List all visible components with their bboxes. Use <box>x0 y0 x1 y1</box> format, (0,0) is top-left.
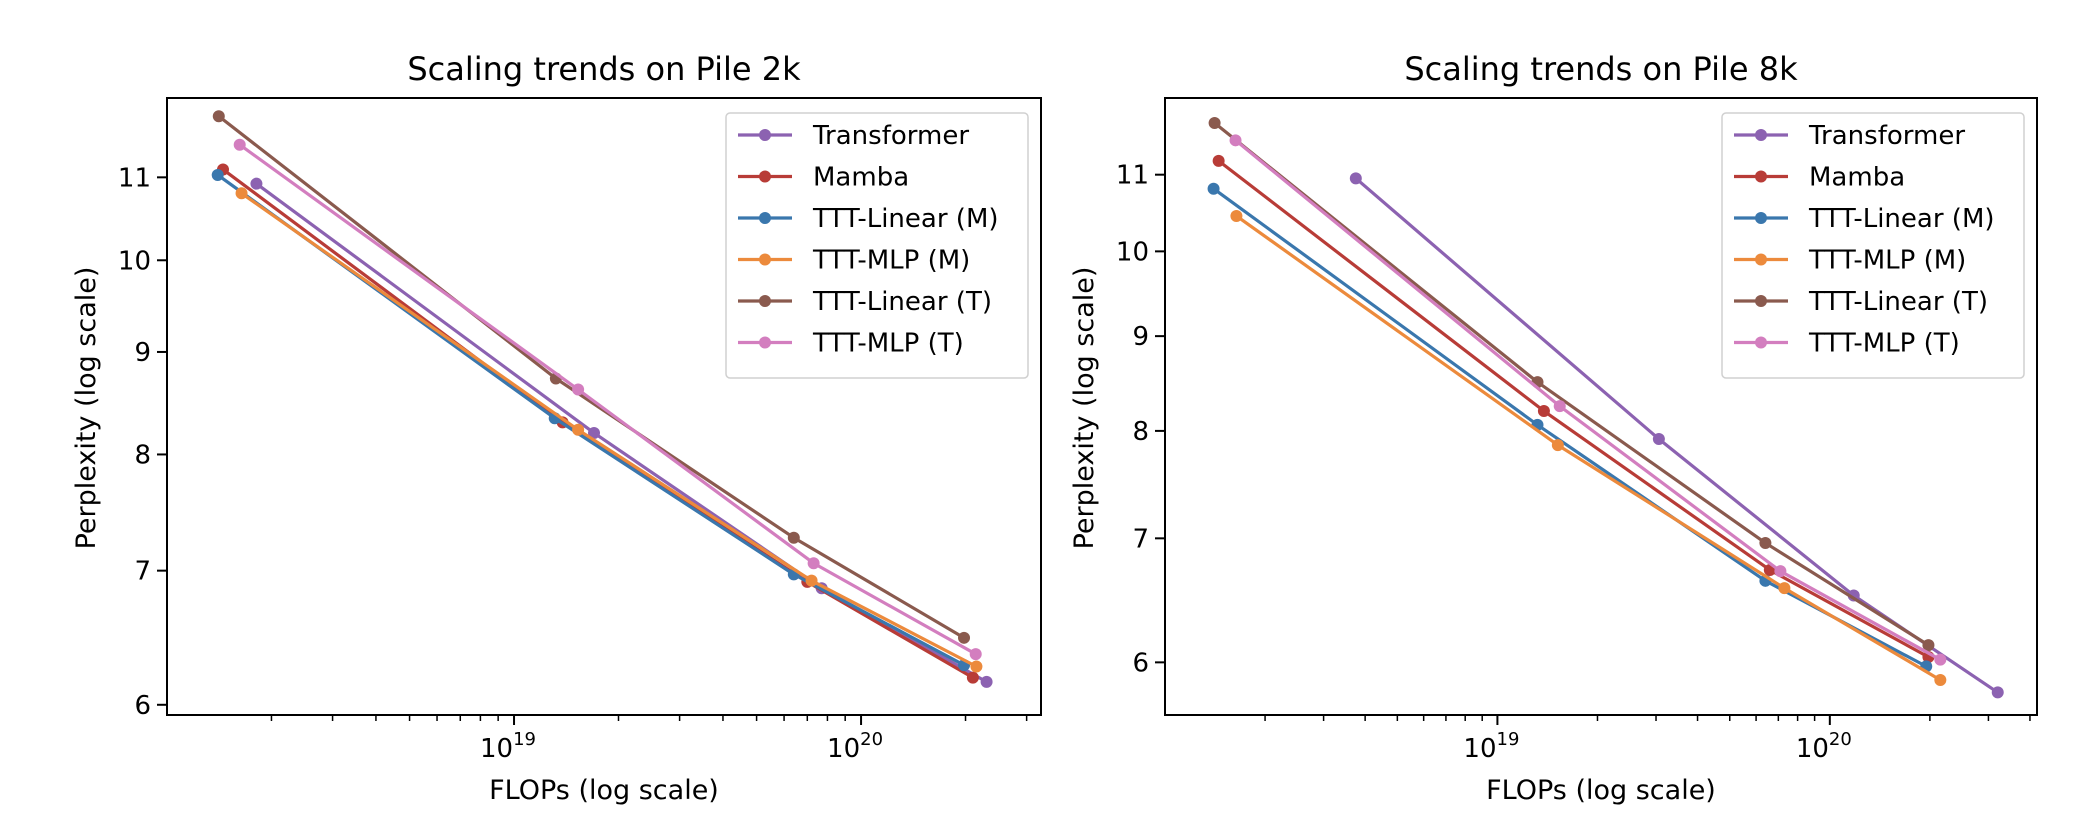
y-tick-label: 7 <box>134 557 151 587</box>
legend-box <box>1721 112 2025 379</box>
legend-label: TTT-Linear (T) <box>1808 287 1988 317</box>
y-tick-label: 10 <box>1116 237 1149 267</box>
series-line <box>239 191 979 669</box>
legend-marker <box>759 129 771 141</box>
y-tick-label: 11 <box>118 163 151 193</box>
data-point <box>1349 172 1362 185</box>
chart-title: Scaling trends on Pile 2k <box>407 50 801 88</box>
y-tick-label: 8 <box>134 440 151 470</box>
x-axis-label: FLOPs (log scale) <box>489 775 719 806</box>
chart-pile-8k: Scaling trends on Pile 8k FLOPs (log sca… <box>1069 50 2038 806</box>
y-tick-label: 10 <box>118 246 151 276</box>
legend-label: Transformer <box>1808 121 1965 151</box>
legend-label: TTT-MLP (M) <box>812 246 970 276</box>
data-point <box>572 423 585 436</box>
plot-area: 1019 1020 6 7 8 9 10 11 Transformer Mamba TTT-Line… <box>118 110 1029 764</box>
data-point <box>966 671 979 684</box>
legend-label: TTT-MLP (T) <box>1808 329 1960 359</box>
data-point <box>211 168 224 181</box>
data-point <box>805 574 818 587</box>
legend-label: TTT-Linear (T) <box>812 287 992 317</box>
data-point <box>212 110 225 123</box>
y-axis-label: Perplexity (log scale) <box>1069 267 1100 550</box>
legend-marker <box>1755 129 1767 141</box>
data-point <box>970 660 983 673</box>
legend-label: TTT-Linear (M) <box>1808 204 1995 234</box>
legend-marker <box>1755 212 1767 224</box>
x-tick-label: 1020 <box>1796 729 1852 764</box>
series-line <box>254 182 989 684</box>
x-tick-label: 1020 <box>827 729 883 764</box>
legend-label: Mamba <box>813 163 909 193</box>
chart-title: Scaling trends on Pile 8k <box>1404 50 1798 88</box>
y-tick-label: 7 <box>1132 524 1149 554</box>
data-point <box>588 426 601 439</box>
plot-frame <box>166 97 1042 716</box>
series-line <box>1217 159 1931 659</box>
data-point <box>1934 653 1947 666</box>
legend-marker <box>759 336 771 349</box>
data-point <box>1934 673 1947 686</box>
data-point <box>1212 154 1225 167</box>
legend-marker <box>1755 253 1767 266</box>
data-point <box>958 631 971 644</box>
series-line <box>1213 121 1931 647</box>
data-point <box>980 675 993 688</box>
y-tick-label: 9 <box>134 338 151 368</box>
legend-marker <box>1755 336 1767 349</box>
x-axis-label: FLOPs (log scale) <box>1486 775 1716 806</box>
data-point <box>1230 209 1243 222</box>
legend-marker <box>759 253 771 266</box>
legend-marker <box>759 170 771 183</box>
legend-marker <box>1755 170 1767 183</box>
plot-frame <box>1164 97 2038 716</box>
y-tick-label: 11 <box>1116 161 1149 191</box>
y-tick-label: 6 <box>134 691 151 721</box>
data-point <box>787 531 800 544</box>
y-tick-label: 8 <box>1132 417 1149 447</box>
series-line <box>217 114 966 640</box>
data-point <box>1774 565 1787 578</box>
x-tick-label: 1019 <box>1463 729 1519 764</box>
y-tick-label: 6 <box>1132 648 1149 678</box>
chart-pile-2k: Scaling trends on Pile 2k FLOPs (log sca… <box>71 50 1042 806</box>
data-point <box>1537 405 1550 418</box>
legend-label: TTT-MLP (M) <box>1808 246 1966 276</box>
legend: Transformer Mamba TTT-Linear (M) TTT-MLP (M… <box>1721 112 2025 379</box>
data-point <box>572 383 585 396</box>
data-point <box>1922 639 1935 652</box>
x-tick-label: 1019 <box>480 729 536 764</box>
legend-box <box>725 112 1029 379</box>
series-line <box>1233 138 1942 662</box>
data-point <box>235 187 248 200</box>
series-line <box>1234 214 1942 682</box>
data-point <box>1551 439 1564 452</box>
data-point <box>1553 400 1566 413</box>
data-point <box>807 557 820 570</box>
data-point <box>1208 116 1221 129</box>
data-point <box>250 177 263 190</box>
data-point <box>1229 134 1242 147</box>
data-point <box>1778 582 1791 595</box>
data-point <box>1207 182 1220 195</box>
legend-label: TTT-MLP (T) <box>812 329 964 359</box>
legend-label: Transformer <box>812 121 969 151</box>
data-point <box>1652 432 1665 445</box>
data-point <box>1991 686 2004 699</box>
y-axis-label: Perplexity (log scale) <box>71 267 102 550</box>
legend-marker <box>759 295 771 307</box>
data-point <box>1759 536 1772 549</box>
data-point <box>969 648 982 661</box>
legend-label: Mamba <box>1809 163 1905 193</box>
series-line <box>238 143 978 656</box>
plot-area: 1019 1020 6 7 8 9 10 11 Transformer Mamba TTT-Line… <box>1116 112 2031 764</box>
y-tick-label: 9 <box>1132 322 1149 352</box>
legend-marker <box>1755 295 1767 307</box>
data-point <box>233 138 246 151</box>
legend: Transformer Mamba TTT-Linear (M) TTT-MLP (M… <box>725 112 1029 379</box>
legend-marker <box>759 212 771 224</box>
legend-label: TTT-Linear (M) <box>812 204 999 234</box>
